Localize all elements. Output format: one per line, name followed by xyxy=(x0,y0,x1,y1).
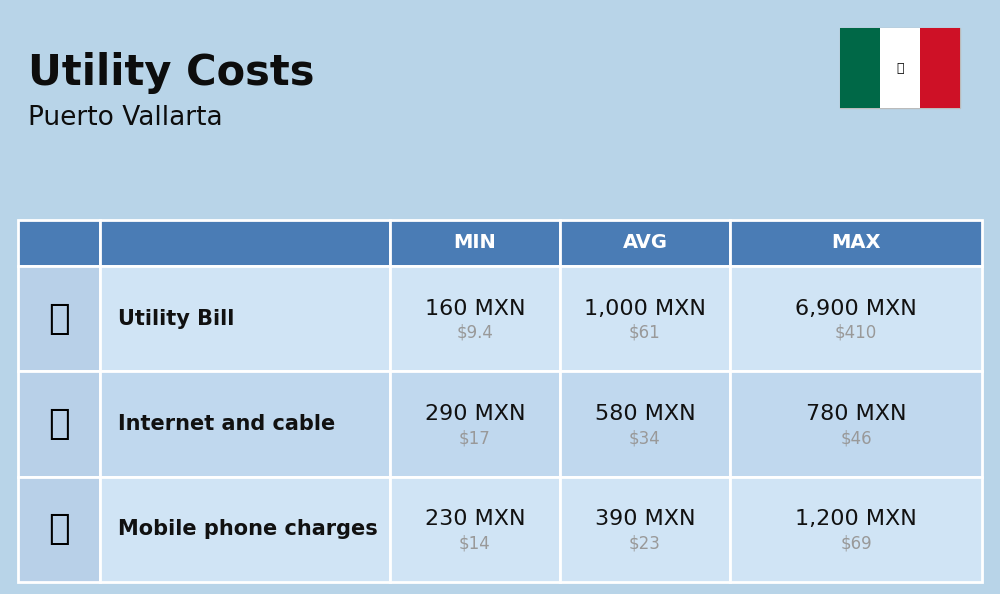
Text: Internet and cable: Internet and cable xyxy=(118,414,335,434)
Bar xyxy=(840,28,960,108)
Bar xyxy=(390,371,560,476)
Text: 160 MXN: 160 MXN xyxy=(425,299,525,318)
Bar xyxy=(390,220,560,266)
Bar xyxy=(390,266,560,371)
Bar xyxy=(100,220,390,266)
Text: $17: $17 xyxy=(459,429,491,447)
Bar xyxy=(560,476,730,582)
Text: 1,200 MXN: 1,200 MXN xyxy=(795,509,917,529)
Bar xyxy=(390,476,560,582)
Bar xyxy=(100,371,390,476)
Bar xyxy=(730,220,982,266)
Text: $69: $69 xyxy=(840,535,872,552)
Bar xyxy=(18,476,100,582)
Text: 230 MXN: 230 MXN xyxy=(425,509,525,529)
Bar xyxy=(560,266,730,371)
Text: $9.4: $9.4 xyxy=(457,324,493,342)
Bar xyxy=(730,371,982,476)
Text: Puerto Vallarta: Puerto Vallarta xyxy=(28,105,223,131)
Text: Utility Bill: Utility Bill xyxy=(118,309,234,328)
Bar xyxy=(730,476,982,582)
Text: 290 MXN: 290 MXN xyxy=(425,404,525,424)
Text: 390 MXN: 390 MXN xyxy=(595,509,695,529)
Text: $14: $14 xyxy=(459,535,491,552)
Bar xyxy=(840,28,880,108)
Text: 🔌: 🔌 xyxy=(48,302,70,336)
Text: 1,000 MXN: 1,000 MXN xyxy=(584,299,706,318)
Text: 580 MXN: 580 MXN xyxy=(595,404,695,424)
Text: 📶: 📶 xyxy=(48,407,70,441)
Text: Utility Costs: Utility Costs xyxy=(28,52,314,94)
Bar xyxy=(560,220,730,266)
Text: Mobile phone charges: Mobile phone charges xyxy=(118,519,378,539)
Text: MAX: MAX xyxy=(831,233,881,252)
Text: $46: $46 xyxy=(840,429,872,447)
Bar xyxy=(18,220,100,266)
Text: AVG: AVG xyxy=(622,233,668,252)
Text: $61: $61 xyxy=(629,324,661,342)
Text: $23: $23 xyxy=(629,535,661,552)
Text: 6,900 MXN: 6,900 MXN xyxy=(795,299,917,318)
Text: $34: $34 xyxy=(629,429,661,447)
Bar xyxy=(730,266,982,371)
Text: 780 MXN: 780 MXN xyxy=(806,404,906,424)
Text: MIN: MIN xyxy=(454,233,496,252)
Text: 🦅: 🦅 xyxy=(896,62,904,74)
Bar xyxy=(100,476,390,582)
Text: 📱: 📱 xyxy=(48,513,70,546)
Bar xyxy=(560,371,730,476)
Bar xyxy=(100,266,390,371)
Text: $410: $410 xyxy=(835,324,877,342)
Bar xyxy=(920,28,960,108)
Bar xyxy=(18,371,100,476)
Bar xyxy=(880,28,920,108)
Bar xyxy=(18,266,100,371)
